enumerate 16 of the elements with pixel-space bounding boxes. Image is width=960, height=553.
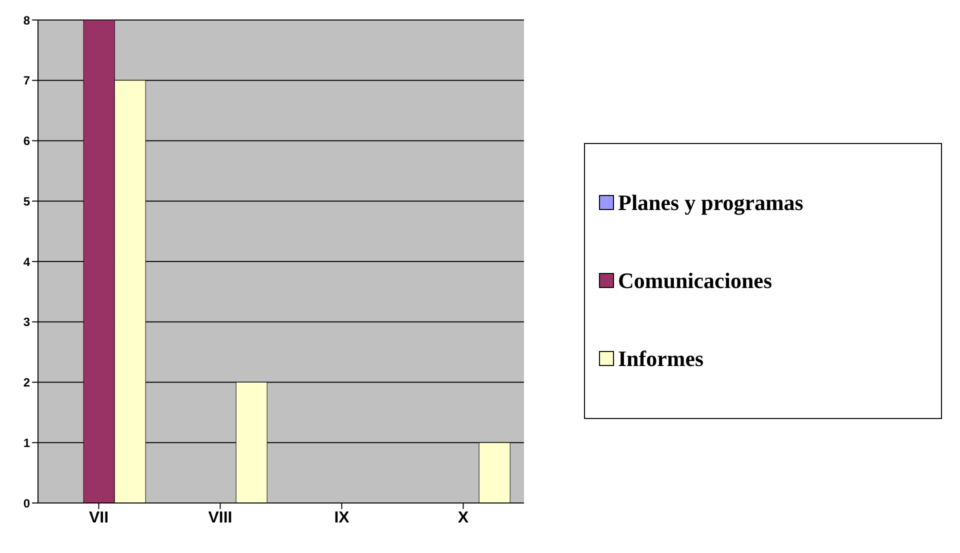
y-tick-label: 0 (23, 496, 30, 510)
x-tick-label: X (458, 509, 469, 526)
y-tick-label: 7 (23, 74, 30, 88)
x-tick-label: IX (334, 509, 350, 526)
y-tick-label: 8 (23, 13, 30, 28)
y-tick-label: 6 (23, 134, 30, 148)
legend-label: Planes y programas (617, 190, 804, 216)
x-tick-label: VII (88, 509, 109, 526)
legend-label: Comunicaciones (617, 268, 773, 294)
legend-label: Informes (617, 346, 705, 372)
y-tick-label: 5 (23, 194, 30, 208)
y-tick-label: 4 (23, 254, 30, 269)
y-tick-label: 2 (23, 376, 30, 390)
y-tick-label: 1 (23, 436, 30, 450)
x-tick-label: VIII (208, 509, 232, 526)
y-tick-label: 3 (23, 315, 30, 330)
